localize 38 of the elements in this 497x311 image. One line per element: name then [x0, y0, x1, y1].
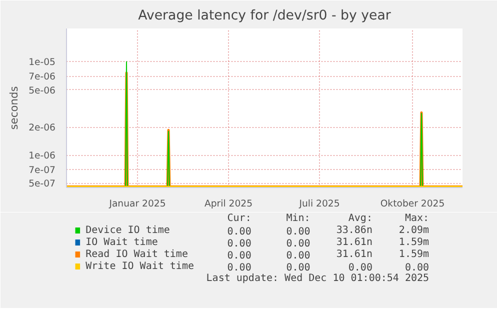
- text: 0.00: [286, 238, 310, 250]
- text: 0.00: [227, 250, 252, 262]
- y-tick-label: 1e-06: [28, 150, 56, 162]
- text: 1.59m: [398, 249, 430, 260]
- text: 0.00: [227, 262, 252, 274]
- x-tick-label: Januar 2025: [108, 198, 166, 210]
- legend-label: Read IO Wait time: [86, 249, 188, 260]
- legend-label: Write IO Wait time: [86, 261, 194, 272]
- y-axis-title: seconds: [8, 86, 21, 130]
- text: 31.61n: [336, 249, 372, 260]
- text: 31.61n: [336, 237, 372, 248]
- chart-title: Average latency for /dev/sr0 - by year: [138, 8, 392, 24]
- text: Last update: Wed Dec 10 01:00:54 2025: [206, 273, 430, 284]
- text: 0.00: [286, 262, 310, 274]
- text: 0.00: [404, 262, 430, 274]
- y-tick-label: 7e-06: [28, 72, 56, 83]
- x-tick-label: Oktober 2025: [380, 198, 445, 210]
- text: 1.59m: [398, 237, 430, 248]
- text: 0.00: [227, 226, 252, 238]
- legend-label: IO Wait time: [86, 237, 158, 248]
- text: Max:: [404, 213, 430, 224]
- y-tick-label: 2e-06: [28, 122, 56, 134]
- text: 0.00: [286, 226, 310, 238]
- x-tick-label: Juli 2025: [298, 198, 340, 210]
- text: 2.09m: [398, 225, 430, 236]
- x-tick-label: April 2025: [204, 198, 253, 210]
- y-tick-label: 1e-05: [28, 57, 56, 68]
- text: 0.00: [227, 238, 252, 250]
- y-tick-label: 7e-07: [28, 165, 56, 176]
- legend-label: Device IO time: [86, 225, 170, 236]
- text: Avg:: [348, 213, 372, 224]
- y-tick-label: 5e-07: [28, 178, 56, 190]
- text: Cur:: [227, 213, 252, 224]
- text: Min:: [286, 213, 310, 224]
- text: 0.00: [286, 250, 310, 262]
- text: 0.00: [348, 262, 372, 274]
- y-tick-label: 5e-06: [28, 85, 56, 96]
- text: 33.86n: [336, 225, 372, 236]
